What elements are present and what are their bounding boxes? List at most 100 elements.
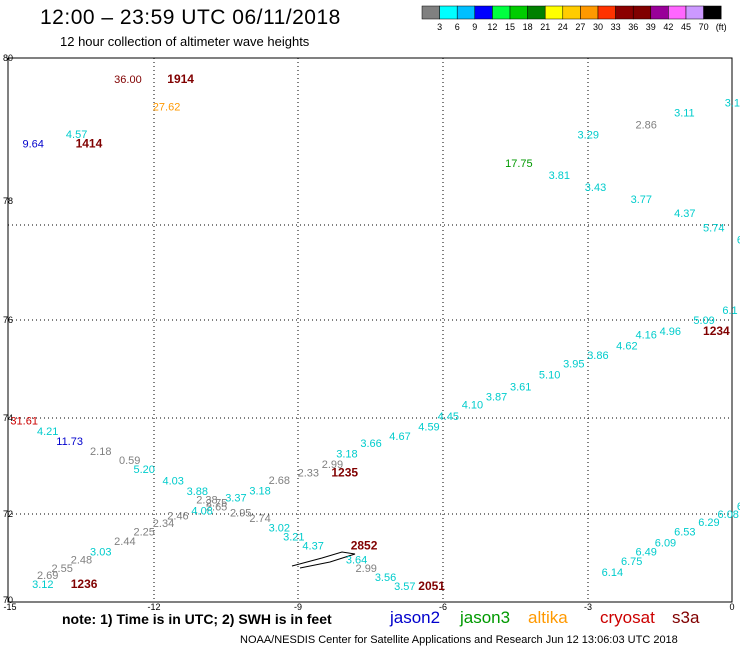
wave-height-label: 2.99 <box>322 459 343 471</box>
wave-height-label: 3.81 <box>549 170 570 182</box>
x-tick-label: -6 <box>439 602 447 612</box>
wave-height-label: 0.59 <box>119 455 140 467</box>
satellite-track <box>291 551 356 569</box>
legend-cryosat: cryosat <box>600 608 655 627</box>
wave-height-label: 3.57 <box>394 581 415 593</box>
wave-height-label: 3.87 <box>486 392 507 404</box>
y-tick-label: 78 <box>3 196 13 206</box>
wave-height-label: 6 <box>737 234 740 246</box>
page-title: 12:00 – 23:59 UTC 06/11/2018 <box>40 6 341 29</box>
pass-time-label: 2852 <box>351 539 378 553</box>
colorbar-label: 9 <box>472 22 477 32</box>
wave-height-label: 4.62 <box>616 340 637 352</box>
legend-jason3: jason3 <box>460 608 511 627</box>
wave-height-label: 2.33 <box>298 467 319 479</box>
x-tick-label: 0 <box>729 602 734 612</box>
wave-height-label: 3.66 <box>360 438 381 450</box>
colorbar-label: 6 <box>455 22 460 32</box>
wave-height-label: 6.08 <box>718 509 739 521</box>
wave-height-label: 2.44 <box>114 536 135 548</box>
wave-height-label: 6.14 <box>602 567 623 579</box>
wave-height-label: 2.48 <box>71 555 92 567</box>
x-tick-label: -3 <box>584 602 592 612</box>
color-scale-legend: 3 6 9 12 15 18 21 24 27 30 33 36 39 42 45 70 (ft) <box>421 5 727 32</box>
wave-height-label: 3.21 <box>283 532 304 544</box>
colorbar-label: 30 <box>593 22 603 32</box>
colorbar-label: 24 <box>558 22 568 32</box>
wave-height-label: 4.57 <box>66 129 87 141</box>
wave-height-label: 11.73 <box>56 436 83 448</box>
wave-height-label: 6.29 <box>698 517 719 529</box>
wave-height-label: 4.67 <box>389 431 410 443</box>
x-tick-label: -12 <box>147 602 160 612</box>
wave-height-label: 2.34 <box>153 518 174 530</box>
x-tick-label: -9 <box>294 602 302 612</box>
colorbar-label: 21 <box>540 22 550 32</box>
wave-height-label: 6.49 <box>635 547 656 559</box>
wave-height-label: 6 <box>737 501 740 513</box>
colorbar-label: 45 <box>681 22 691 32</box>
wave-height-label: 6.75 <box>621 556 642 568</box>
credit-line: NOAA/NESDIS Center for Satellite Applica… <box>240 634 678 646</box>
plot-frame <box>7 57 733 603</box>
y-tick-label: 80 <box>3 53 13 63</box>
wave-height-label: 3.56 <box>375 572 396 584</box>
colorbar-label: 3 <box>437 22 442 32</box>
wave-height-label: 4.45 <box>438 411 459 423</box>
y-tick-label: 74 <box>3 413 13 423</box>
wave-height-label: 3.03 <box>90 547 111 559</box>
wave-height-label: 3.18 <box>249 485 270 497</box>
y-tick-label: 72 <box>3 509 13 519</box>
wave-height-label: 3.88 <box>187 486 208 498</box>
y-tick-label: 70 <box>3 595 13 605</box>
colorbar-label: 18 <box>523 22 533 32</box>
colorbar-label: 42 <box>663 22 673 32</box>
wave-height-label: 4.21 <box>37 426 58 438</box>
wave-height-label: 2.68 <box>269 475 290 487</box>
wave-height-label: 3.64 <box>346 555 367 567</box>
footer-note: note: 1) Time is in UTC; 2) SWH is in fe… <box>62 611 332 627</box>
colorbar-label: 36 <box>628 22 638 32</box>
wave-height-label: 2.69 <box>37 570 58 582</box>
wave-height-label: 5.10 <box>539 369 560 381</box>
colorbar-label: 33 <box>611 22 621 32</box>
wave-height-label: 5.74 <box>703 222 724 234</box>
pass-time-label: 2051 <box>418 579 445 593</box>
wave-height-label: 3.43 <box>585 182 606 194</box>
wave-height-label: 5.09 <box>693 315 714 327</box>
wave-height-label: 31.61 <box>10 416 38 428</box>
colorbar-label: 70 <box>699 22 709 32</box>
wave-height-label: 6.1 <box>722 305 737 317</box>
pass-time-label: 1914 <box>167 72 194 86</box>
wave-height-label: 3.11 <box>674 107 695 119</box>
y-tick-label: 76 <box>3 315 13 325</box>
wave-height-label: 4.10 <box>462 400 483 412</box>
wave-height-label: 3.02 <box>269 522 290 534</box>
wave-height-label: 3.61 <box>510 381 531 393</box>
wave-height-label: 2.86 <box>635 120 656 132</box>
wave-height-label: 2.95 <box>230 508 251 520</box>
wave-height-label: 4.37 <box>302 541 323 553</box>
wave-height-label: 3.12 <box>32 579 53 591</box>
wave-height-label: 2.99 <box>356 563 377 575</box>
legend-s3a: s3a <box>672 608 700 627</box>
wave-height-label: 4.16 <box>635 329 656 341</box>
colorbar-label: 39 <box>646 22 656 32</box>
wave-height-label: 2.46 <box>167 510 188 522</box>
wave-height-label: 3.77 <box>631 194 652 206</box>
wave-height-label: 3.18 <box>336 449 357 461</box>
wave-height-label: 4.03 <box>162 475 183 487</box>
pass-time-label: 1234 <box>703 324 730 338</box>
wave-height-label: 3.95 <box>563 358 584 370</box>
wave-height-label: 2.18 <box>90 446 111 458</box>
wave-height-label: 3.86 <box>587 350 608 362</box>
legend-jason2: jason2 <box>390 608 441 627</box>
colorbar-label: 15 <box>505 22 515 32</box>
colorbar-label: 12 <box>487 22 497 32</box>
colorbar-swatch <box>703 5 722 20</box>
wave-height-label: 3.10 <box>725 97 740 109</box>
legend-altika: altika <box>528 608 568 627</box>
wave-height-label: 6.09 <box>655 537 676 549</box>
wave-height-label: 36.00 <box>114 74 142 86</box>
pass-time-label: 1414 <box>76 136 103 150</box>
